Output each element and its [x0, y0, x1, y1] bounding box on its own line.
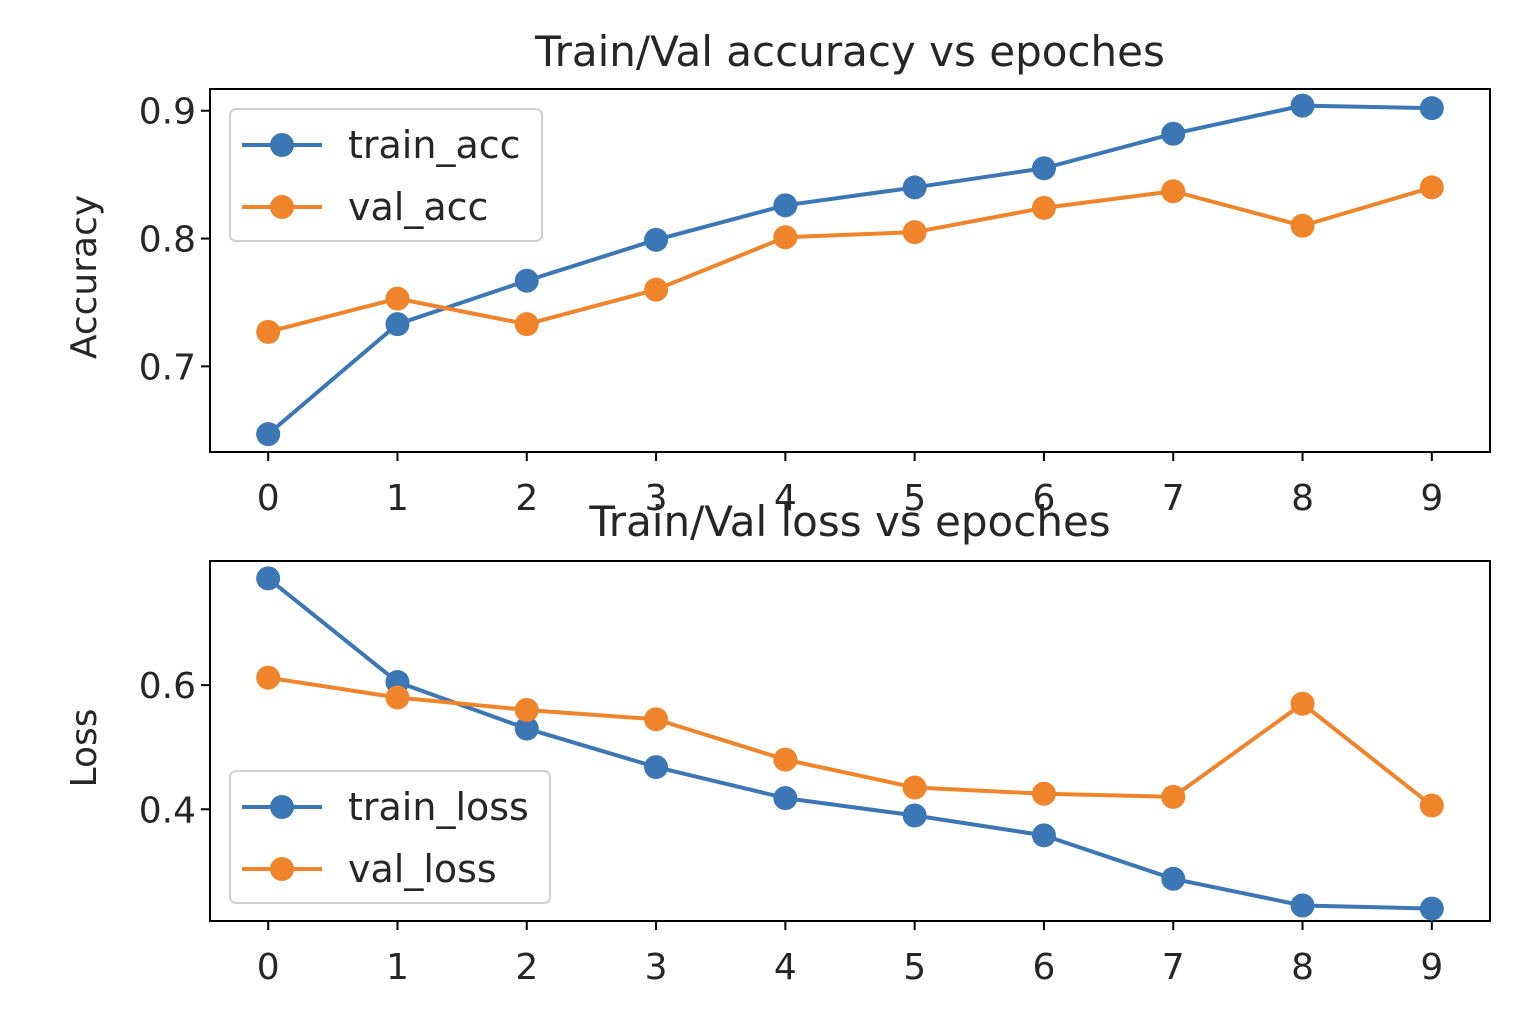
x-tick-label: 8	[1291, 947, 1314, 988]
data-point-train_loss	[256, 566, 281, 591]
data-point-val_acc	[256, 319, 281, 344]
legend: train_loss val_loss	[229, 770, 551, 904]
data-point-train_loss	[902, 803, 927, 828]
data-point-train_loss	[1031, 823, 1056, 848]
data-point-train_loss	[1161, 866, 1186, 891]
x-tick-label: 0	[257, 947, 280, 988]
series-line-val_loss	[267, 675, 1434, 808]
data-point-val_acc	[1290, 213, 1315, 238]
data-point-train_acc	[773, 193, 798, 218]
data-point-val_acc	[1419, 175, 1444, 200]
legend-marker	[270, 195, 294, 219]
x-tick-label: 4	[774, 947, 797, 988]
x-tick-label: 9	[1420, 478, 1443, 519]
legend-label: val_loss	[348, 847, 497, 891]
plot-area: 0 1 2 3 4 5 6 7 8 9 0.7 0.8 0.9 train_acc val_acc	[139, 88, 1491, 519]
data-point-val_loss	[902, 775, 927, 800]
x-tick-label: 5	[903, 478, 926, 519]
x-tick-label: 6	[1032, 478, 1055, 519]
x-tick-label: 7	[1162, 947, 1185, 988]
data-point-val_loss	[385, 685, 410, 710]
x-tick-label: 2	[515, 478, 538, 519]
loss-subplot: Train/Val loss vs epoches Loss 0 1 2 3 4 5 6 7 8…	[64, 497, 1491, 988]
y-tick-label: 0.6	[139, 666, 196, 707]
data-point-val_acc	[385, 286, 410, 311]
y-tick-label: 0.7	[139, 347, 196, 388]
data-point-val_acc	[1031, 195, 1056, 220]
y-tick-label: 0.4	[139, 790, 196, 831]
data-point-val_acc	[902, 220, 927, 245]
x-tick-label: 2	[515, 947, 538, 988]
data-point-val_acc	[644, 277, 669, 302]
x-tick-label: 9	[1420, 947, 1443, 988]
chart-title: Train/Val loss vs epoches	[588, 497, 1110, 546]
x-tick-label: 3	[645, 478, 668, 519]
data-point-val_loss	[514, 697, 539, 722]
legend-label: val_acc	[348, 185, 488, 229]
legend-label: train_loss	[348, 785, 529, 829]
y-axis-label: Accuracy	[64, 195, 105, 359]
axes-frame	[209, 560, 1491, 922]
legend-marker	[270, 133, 294, 157]
data-point-train_acc	[644, 227, 669, 252]
x-tick-label: 4	[774, 478, 797, 519]
data-point-val_loss	[1419, 793, 1444, 818]
legend-label: train_acc	[348, 123, 521, 167]
data-point-train_acc	[1031, 156, 1056, 181]
x-tick-label: 0	[257, 478, 280, 519]
x-tick-label: 3	[645, 947, 668, 988]
series-line-train_acc	[266, 103, 1432, 436]
plot-area: 0 1 2 3 4 5 6 7 8 9 0.4 0.6 train_loss val_loss	[139, 560, 1491, 988]
legend: train_acc val_acc	[229, 108, 543, 242]
accuracy-subplot: Train/Val accuracy vs epoches Accuracy 0…	[64, 27, 1491, 519]
x-tick-label: 6	[1032, 947, 1055, 988]
x-tick-label: 7	[1162, 478, 1185, 519]
chart-title: Train/Val accuracy vs epoches	[534, 27, 1165, 76]
data-point-val_loss	[1031, 781, 1056, 806]
x-tick-label: 8	[1291, 478, 1314, 519]
x-tick-label: 1	[386, 478, 409, 519]
data-point-train_acc	[902, 175, 927, 200]
data-point-train_loss	[514, 716, 539, 741]
data-point-train_loss	[1419, 896, 1444, 921]
data-point-train_acc	[514, 268, 539, 293]
data-point-val_loss	[773, 747, 798, 772]
data-point-train_loss	[644, 755, 669, 780]
x-tick-label: 1	[386, 947, 409, 988]
data-point-val_loss	[1161, 784, 1186, 809]
data-point-val_loss	[256, 665, 281, 690]
data-point-val_loss	[1290, 691, 1315, 716]
axes-frame	[209, 88, 1491, 453]
data-point-val_acc	[1161, 179, 1186, 204]
data-point-train_acc	[1161, 121, 1186, 146]
data-point-train_acc	[385, 312, 410, 337]
data-point-val_loss	[644, 707, 669, 732]
y-tick-label: 0.9	[139, 92, 196, 133]
data-point-train_acc	[1419, 96, 1444, 121]
data-point-train_loss	[773, 786, 798, 811]
data-point-train_loss	[1290, 893, 1315, 918]
legend-marker	[270, 857, 294, 881]
data-point-train_acc	[256, 422, 281, 447]
y-axis-label: Loss	[64, 709, 105, 788]
x-tick-label: 5	[903, 947, 926, 988]
legend-marker	[270, 795, 294, 819]
data-point-train_acc	[1290, 93, 1315, 118]
y-tick-label: 0.8	[139, 220, 196, 261]
data-point-val_acc	[773, 225, 798, 250]
data-point-val_acc	[514, 312, 539, 337]
series-line-val_acc	[267, 185, 1433, 334]
